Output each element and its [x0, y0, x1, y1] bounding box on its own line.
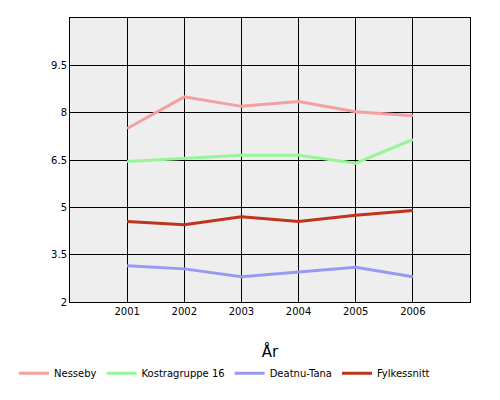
svg-text:2004: 2004	[286, 306, 311, 317]
svg-text:2002: 2002	[172, 306, 197, 317]
svg-text:3.5: 3.5	[51, 249, 67, 260]
svg-text:5: 5	[61, 202, 67, 213]
svg-text:Nesseby: Nesseby	[54, 368, 97, 379]
svg-text:6.5: 6.5	[51, 155, 67, 166]
svg-text:2001: 2001	[114, 306, 139, 317]
svg-text:9.5: 9.5	[51, 60, 67, 71]
svg-text:År: År	[262, 342, 279, 361]
svg-text:2003: 2003	[229, 306, 254, 317]
svg-text:Kostragruppe 16: Kostragruppe 16	[142, 368, 225, 379]
svg-text:8: 8	[61, 107, 67, 118]
svg-text:2005: 2005	[343, 306, 368, 317]
svg-text:Fylkessnitt: Fylkessnitt	[377, 368, 430, 379]
svg-text:Deatnu-Tana: Deatnu-Tana	[270, 368, 332, 379]
svg-text:2006: 2006	[400, 306, 425, 317]
svg-text:2: 2	[61, 297, 67, 308]
